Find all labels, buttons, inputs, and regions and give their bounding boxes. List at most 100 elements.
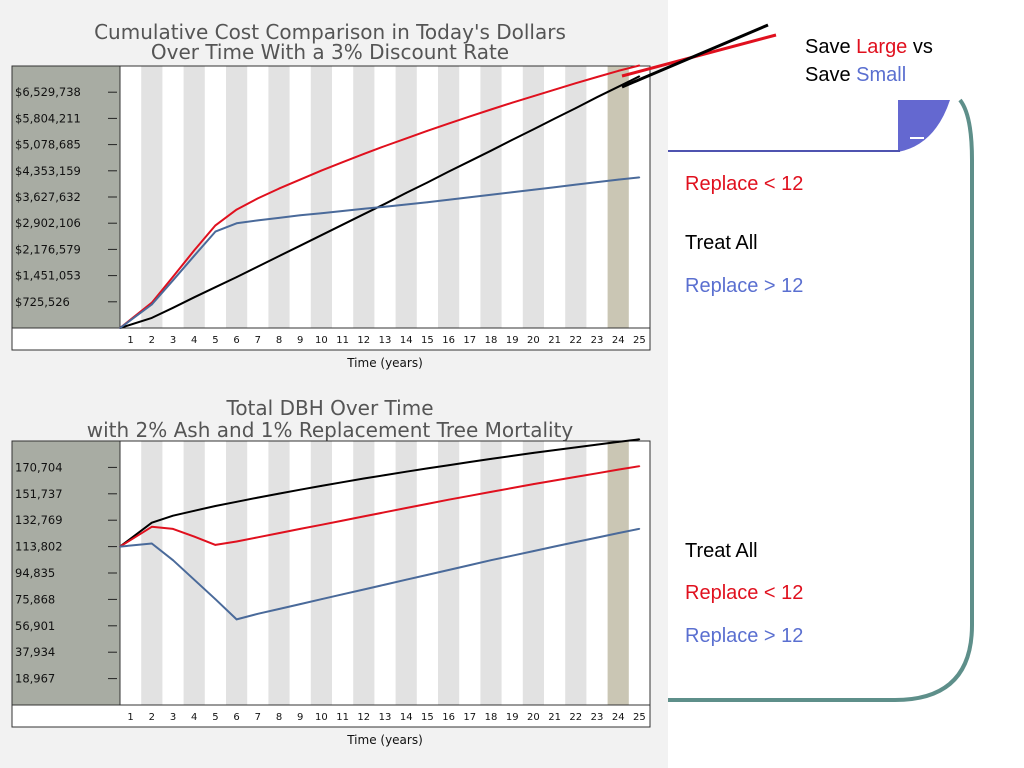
cost-chart: 1 2 3 4 5 6 7 8 9 10 11 12 13 14 15 16 17 18 19 20 21 22 23 24 2… [11,64,651,351]
series-point [363,515,365,518]
series-point [532,128,535,131]
series-point [447,569,450,571]
series-point [532,452,535,454]
series-point [532,550,535,552]
series-point [511,487,513,489]
series-point [617,468,619,471]
y-tick-label: $1,451,053 [15,269,81,283]
series-point [278,492,280,495]
x-tick-label: 10 [315,335,328,346]
series-point [426,467,429,470]
series-point [278,532,280,534]
series-point [257,536,259,539]
y-tick-label: $2,176,579 [15,242,81,256]
series-point [278,608,280,610]
dbh-chart-title-line1: Total DBH Over Time [226,396,434,420]
y-tick-label: 75,868 [15,592,55,606]
legend-bottom-replace-gt-12: Replace > 12 [685,625,804,647]
series-point [511,139,513,141]
series-point [469,461,471,463]
series-point [235,276,238,278]
series-point [638,527,641,530]
cost-chart-title-line2: Over Time With a 3% Discount Rate [150,40,510,64]
series-point [638,75,641,78]
legend-top-replace-lt-12: Replace < 12 [685,173,804,195]
series-point [426,574,429,576]
y-axis-panel [12,66,120,328]
series-point [257,613,259,615]
series-point [553,449,556,451]
series-point [553,545,556,548]
series-point [617,532,619,534]
shaded-column [310,66,332,328]
x-tick-label: 17 [463,335,476,346]
shaded-column [480,441,502,705]
series-point [469,160,471,162]
shaded-column [268,66,290,328]
series-point [617,178,619,181]
y-tick-label: 113,802 [15,540,63,554]
series-point [172,528,174,530]
shaded-column [438,441,460,705]
y-tick-label: 94,835 [15,566,55,580]
series-point [553,117,556,120]
series-point [596,472,598,475]
save-small-label: Save Small [805,64,907,86]
series-point [532,483,535,485]
x-axis-band [12,705,650,727]
series-point [119,327,121,329]
series-point [320,169,323,172]
x-tick-label: 4 [191,712,197,723]
x-tick-label: 12 [357,712,370,723]
frame-curve [668,98,974,702]
series-point [320,485,323,487]
series-point [469,196,471,199]
series-point [341,161,344,164]
shaded-column [141,66,163,328]
series-point [405,578,408,581]
series-point [320,598,323,601]
series-point [638,438,641,441]
y-tick-label: $725,526 [15,295,70,309]
x-tick-label: 6 [233,335,239,346]
series-point [193,578,195,581]
series-point [172,306,174,309]
series-point [363,153,365,155]
shaded-column [565,66,587,328]
x-tick-label: 19 [506,712,519,723]
series-point [363,208,365,210]
x-tick-label: 5 [212,712,218,723]
series-point [320,234,323,236]
y-tick-label: $5,078,685 [15,138,81,152]
x-tick-label: 23 [591,335,604,346]
x-tick-label: 17 [463,712,476,723]
x-tick-label: 8 [276,712,282,723]
x-tick-label: 25 [633,712,646,723]
series-point [151,317,153,319]
x-tick-label: 9 [297,335,303,346]
x-tick-label: 15 [421,712,434,723]
series-point [575,82,577,84]
series-point [172,279,174,282]
series-point [341,223,344,226]
series-point [596,96,598,99]
series-point [511,101,513,104]
series-point [151,542,153,545]
x-tick-label: 1 [127,335,133,346]
x-tick-label: 25 [633,335,646,346]
series-point [151,521,153,524]
series-point [235,540,238,543]
series-point [299,488,302,491]
x-tick-label: 24 [612,335,625,346]
x-tick-label: 20 [527,712,540,723]
shaded-column [226,441,248,705]
series-point [575,107,577,109]
series-point [532,95,535,97]
series-point [596,536,598,539]
series-point [447,122,450,125]
series-point [553,479,556,482]
series-point [469,494,471,497]
series-point [257,197,259,200]
cost-chart-title-line1: Cumulative Cost Comparison in Today's Do… [94,20,566,44]
x-tick-label: 12 [357,335,370,346]
